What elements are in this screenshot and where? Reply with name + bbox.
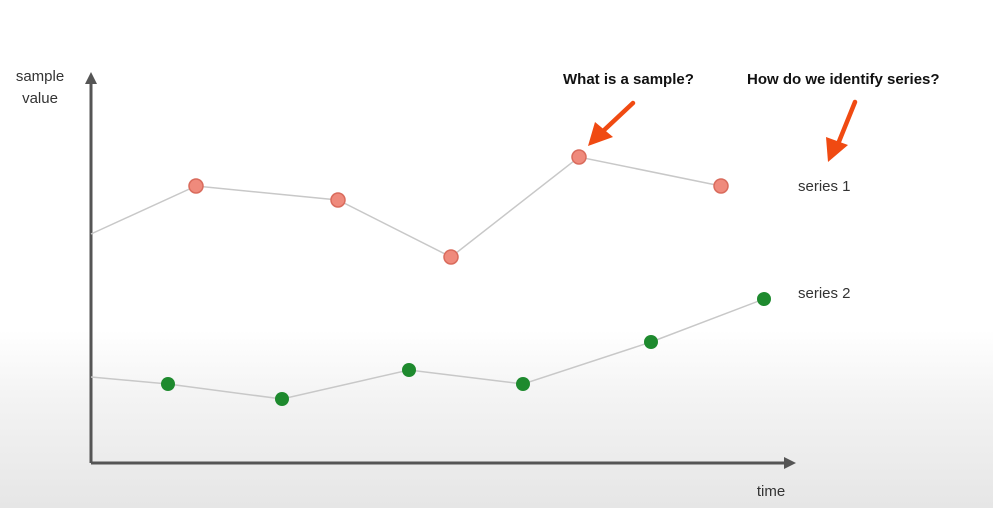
series-1-line — [90, 156, 722, 258]
series-2-label: series 2 — [798, 285, 851, 302]
y-axis-label-line1: sample — [16, 68, 64, 85]
y-axis-label-line2: value — [22, 90, 58, 107]
series-1-point — [571, 149, 587, 165]
series-1-point — [188, 178, 204, 194]
question-sample: What is a sample? — [563, 71, 694, 88]
series-1-point — [713, 178, 729, 194]
x-axis-label: time — [757, 483, 785, 500]
series-2-point — [644, 335, 658, 349]
question-series: How do we identify series? — [747, 71, 940, 88]
series-2-point — [161, 377, 175, 391]
annotation-arrow-sample — [588, 100, 636, 146]
series-2-point — [275, 392, 289, 406]
series-2-line — [90, 298, 765, 400]
series-1-point — [443, 249, 459, 265]
series-2-point — [516, 377, 530, 391]
series-1 — [90, 149, 729, 265]
annotation-arrow-series — [826, 99, 858, 162]
series-2 — [90, 292, 771, 406]
series-2-point — [757, 292, 771, 306]
series-1-point — [330, 192, 346, 208]
series-1-label: series 1 — [798, 178, 851, 195]
series-2-point — [402, 363, 416, 377]
